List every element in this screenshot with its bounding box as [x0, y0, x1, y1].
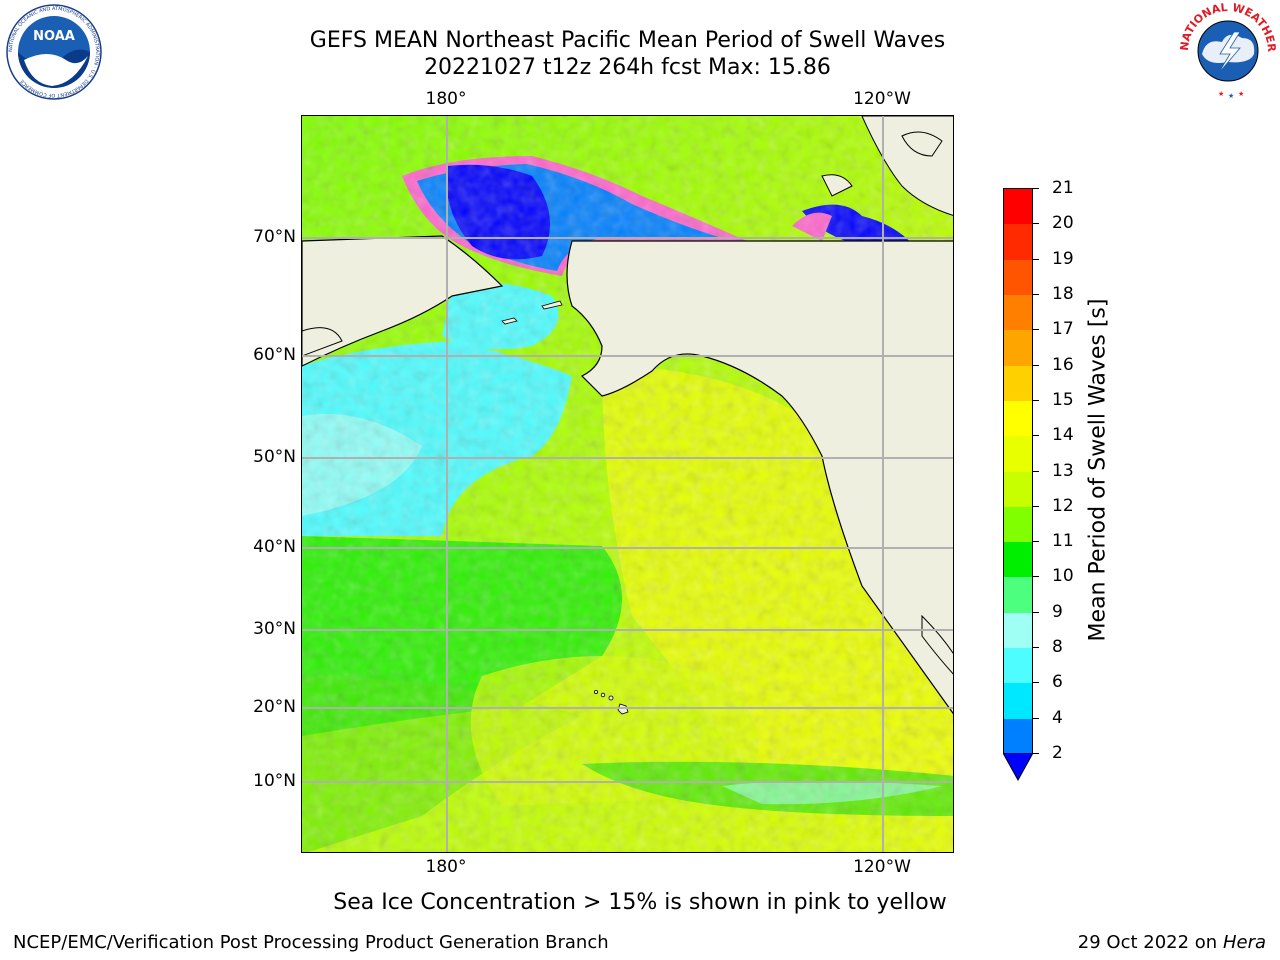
- credit-right: 29 Oct 2022 on Hera: [1078, 932, 1266, 953]
- colorbar-extend-arrow: [1002, 752, 1034, 782]
- lat-label-70n: 70°N: [253, 227, 296, 247]
- lat-label-50n: 50°N: [253, 447, 296, 467]
- colorbar-tick-label: 2: [1052, 743, 1063, 763]
- colorbar-tick-mark: [1033, 188, 1039, 189]
- colorbar-tick-mark: [1033, 364, 1039, 366]
- lat-label-40n: 40°N: [253, 537, 296, 557]
- credit-date: 29 Oct 2022 on: [1077, 932, 1223, 953]
- lat-label-10n: 10°N: [253, 771, 296, 791]
- colorbar-tick-mark: [1033, 647, 1039, 649]
- colorbar-tick-label: 20: [1052, 213, 1074, 234]
- colorbar-segment: [1004, 718, 1032, 755]
- colorbar-tick-mark: [1033, 435, 1039, 437]
- colorbar-segment: [1004, 648, 1032, 684]
- colorbar-segment: [1004, 259, 1032, 296]
- credit-left: NCEP/EMC/Verification Post Processing Pr…: [13, 932, 609, 953]
- colorbar-tick-mark: [1033, 329, 1039, 331]
- colorbar-tick-label: 12: [1052, 495, 1074, 516]
- colorbar-tick-label: 4: [1052, 707, 1063, 728]
- lon-label-bottom-180: 180°: [425, 857, 467, 877]
- colorbar-tick-label: 18: [1052, 283, 1074, 304]
- svg-text:★: ★: [1218, 90, 1224, 98]
- colorbar-label: Mean Period of Swell Waves [s]: [1085, 298, 1111, 642]
- page-title: GEFS MEAN Northeast Pacific Mean Period …: [309, 28, 946, 53]
- lon-label-bottom-120w: 120°W: [853, 857, 911, 877]
- colorbar-tick-mark: [1033, 470, 1039, 472]
- colorbar-tick-label: 10: [1052, 566, 1074, 587]
- colorbar-tick-mark: [1033, 223, 1039, 225]
- colorbar-tick-mark: [1033, 258, 1039, 260]
- colorbar-segment: [1004, 365, 1032, 402]
- colorbar-segment: [1004, 577, 1032, 614]
- colorbar-segment: [1004, 330, 1032, 367]
- credit-host: Hera: [1222, 932, 1266, 953]
- colorbar-tick-label: 21: [1052, 178, 1074, 198]
- colorbar-tick-mark: [1033, 753, 1039, 754]
- colorbar-tick-label: 8: [1052, 637, 1063, 658]
- colorbar-tick-mark: [1033, 399, 1039, 401]
- colorbar-segment: [1004, 436, 1032, 472]
- colorbar-segment: [1004, 612, 1032, 649]
- colorbar-tick-mark: [1033, 505, 1039, 507]
- colorbar-tick-mark: [1033, 717, 1039, 719]
- colorbar-segment: [1004, 542, 1032, 578]
- lon-label-top-120w: 120°W: [853, 89, 911, 109]
- colorbar-tick-mark: [1033, 541, 1039, 543]
- colorbar-tick-mark: [1033, 611, 1039, 613]
- colorbar-segment: [1004, 224, 1032, 261]
- lat-label-60n: 60°N: [253, 345, 296, 365]
- colorbar-tick-label: 14: [1052, 425, 1074, 446]
- colorbar-tick-label: 19: [1052, 248, 1074, 269]
- lat-label-30n: 30°N: [253, 619, 296, 639]
- colorbar: [1003, 188, 1033, 755]
- lon-label-top-180: 180°: [425, 89, 467, 109]
- svg-text:★: ★: [1228, 92, 1234, 100]
- colorbar-tick-label: 11: [1052, 531, 1074, 552]
- colorbar-segment: [1004, 189, 1032, 225]
- colorbar-segment: [1004, 400, 1032, 437]
- colorbar-tick-label: 13: [1052, 460, 1074, 481]
- colorbar-tick-mark: [1033, 293, 1039, 295]
- sea-ice-note: Sea Ice Concentration > 15% is shown in …: [333, 890, 947, 915]
- colorbar-segment: [1004, 471, 1032, 508]
- swell-period-map: [301, 115, 954, 853]
- colorbar-segment: [1004, 506, 1032, 543]
- svg-text:★: ★: [1238, 90, 1244, 98]
- page-subtitle: 20221027 t12z 264h fcst Max: 15.86: [424, 55, 831, 80]
- colorbar-tick-mark: [1033, 682, 1039, 684]
- svg-text:NOAA: NOAA: [33, 29, 75, 44]
- colorbar-segment: [1004, 294, 1032, 331]
- colorbar-tick-label: 15: [1052, 389, 1074, 410]
- lat-label-20n: 20°N: [253, 697, 296, 717]
- colorbar-tick-label: 16: [1052, 354, 1074, 375]
- colorbar-segment: [1004, 683, 1032, 720]
- colorbar-tick-label: 6: [1052, 672, 1063, 693]
- nws-logo: NATIONAL WEATHER SERVICE ★ ★ ★: [1174, 0, 1278, 100]
- noaa-logo: NOAA NATIONAL OCEANIC AND ATMOSPHERIC AD…: [4, 4, 104, 100]
- colorbar-tick-label: 17: [1052, 319, 1074, 340]
- colorbar-tick-mark: [1033, 576, 1039, 578]
- colorbar-tick-label: 9: [1052, 601, 1063, 622]
